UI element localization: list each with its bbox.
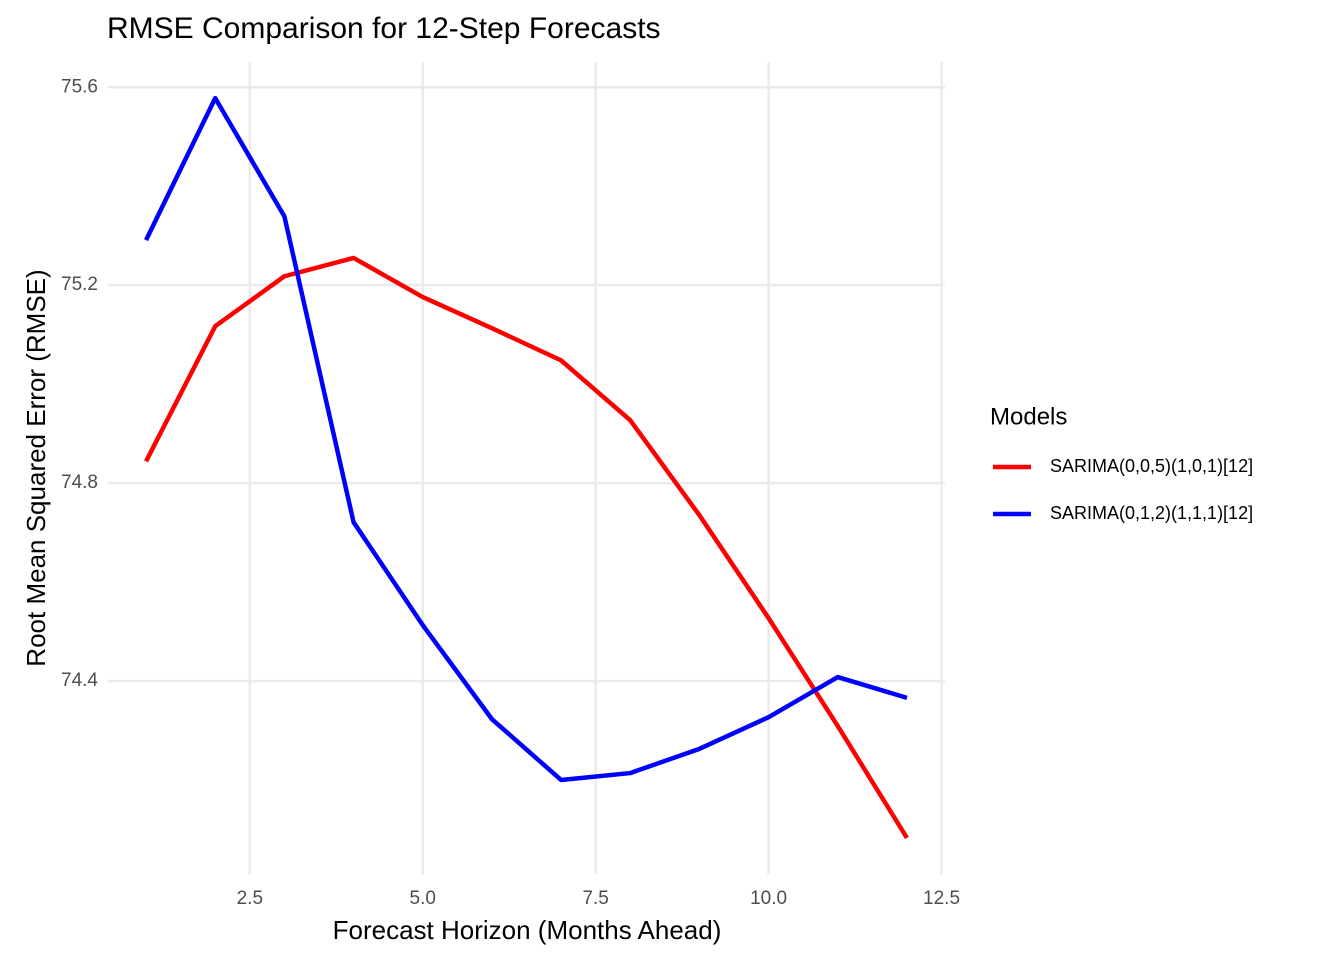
plot-area [144, 95, 909, 840]
y-tick-label: 74.8 [61, 472, 98, 493]
y-tick-label: 75.6 [61, 76, 98, 97]
x-tick-label: 5.0 [410, 888, 436, 909]
data-line [144, 255, 909, 840]
grid [108, 62, 945, 875]
legend-label: SARIMA(0,0,5)(1,0,1)[12] [1050, 456, 1253, 476]
x-tick-label: 10.0 [750, 888, 787, 909]
x-tick-label: 2.5 [237, 888, 263, 909]
legend-title: Models [990, 403, 1067, 430]
y-tick-label: 74.4 [61, 670, 98, 691]
y-axis-label: Root Mean Squared Error (RMSE) [21, 269, 51, 666]
x-axis-label: Forecast Horizon (Months Ahead) [333, 915, 722, 945]
y-tick-label: 75.2 [61, 274, 98, 295]
chart-title: RMSE Comparison for 12-Step Forecasts [107, 12, 661, 45]
data-line [144, 95, 908, 783]
x-tick-label: 12.5 [923, 888, 960, 909]
legend-label: SARIMA(0,1,2)(1,1,1)[12] [1050, 503, 1253, 523]
x-tick-label: 7.5 [582, 888, 608, 909]
